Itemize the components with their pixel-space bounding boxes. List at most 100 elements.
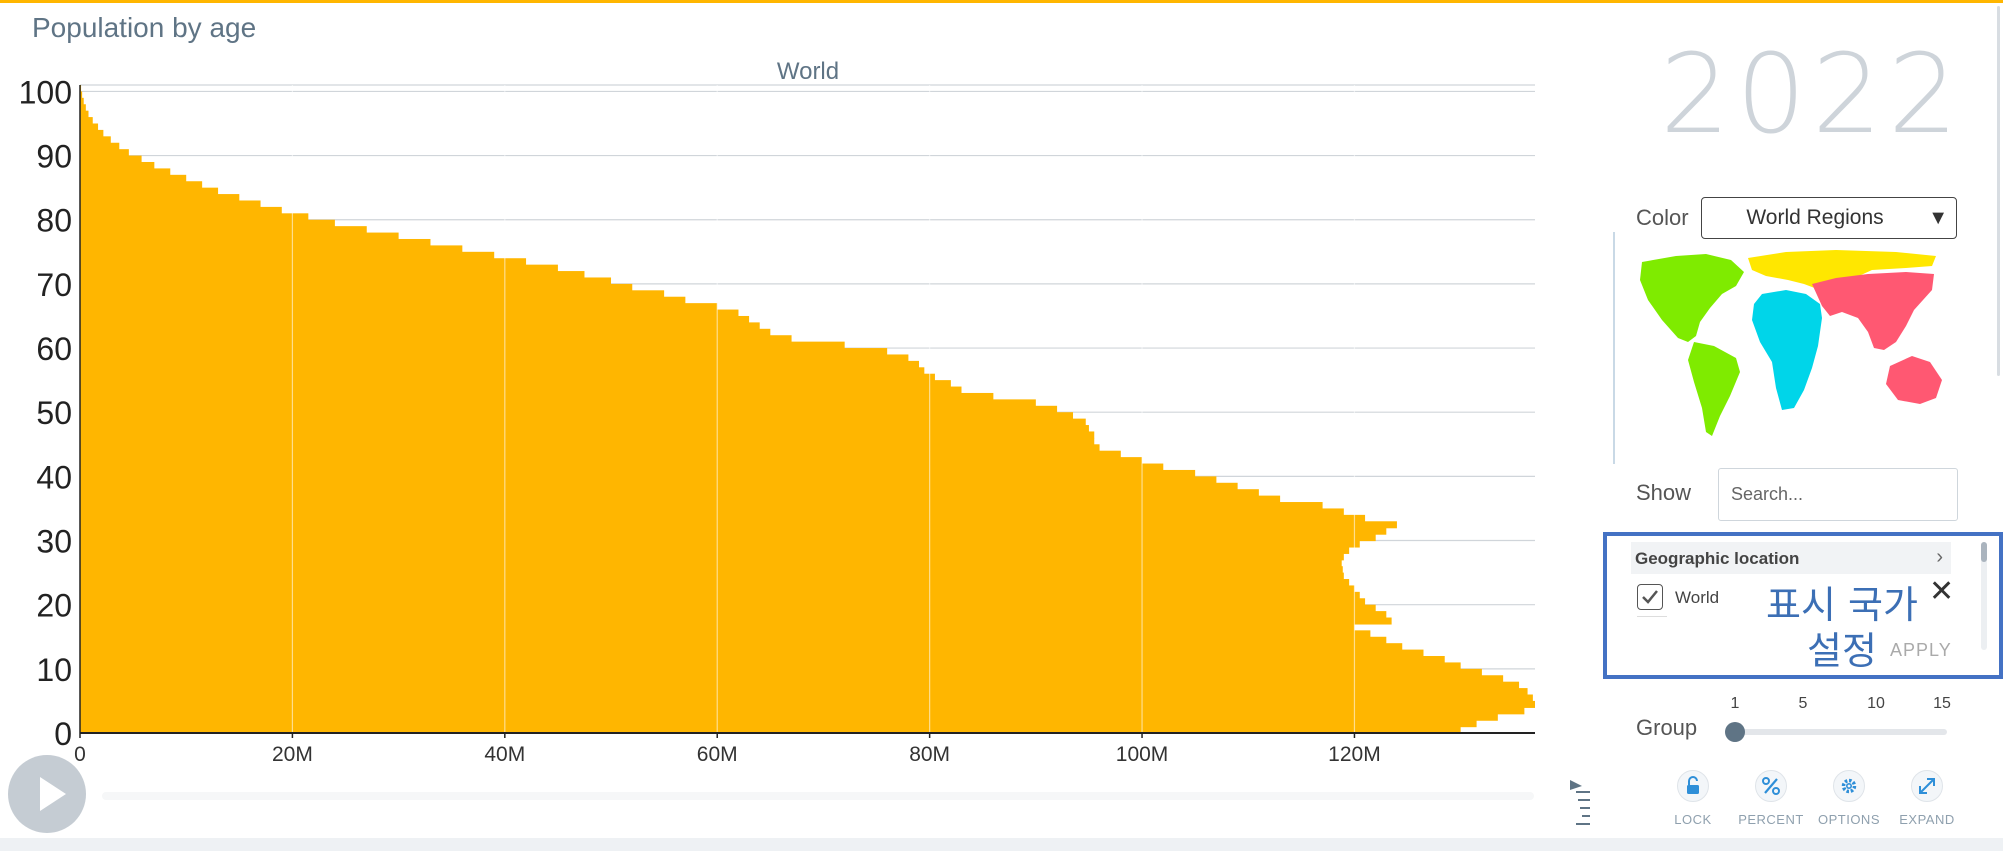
geographic-location-header[interactable]: Geographic location › [1631,542,1951,574]
age-bar[interactable] [80,579,1350,587]
color-dropdown[interactable]: World Regions ▼ [1701,197,1957,239]
age-bar[interactable] [80,251,495,259]
age-bar[interactable] [80,232,399,240]
age-bar[interactable] [80,258,527,266]
age-bar[interactable] [80,149,129,157]
age-bar[interactable] [80,418,1086,426]
group-slider-handle[interactable] [1725,722,1745,742]
age-bar[interactable] [80,161,155,170]
age-bar[interactable] [80,97,84,105]
age-bar[interactable] [80,636,1387,644]
age-bar[interactable] [80,399,1036,407]
age-bar[interactable] [80,662,1461,670]
age-bar[interactable] [80,206,282,214]
age-bar[interactable] [80,469,1196,477]
age-bar[interactable] [80,392,994,400]
age-bar[interactable] [80,194,240,202]
age-bar[interactable] [80,335,792,343]
age-bar[interactable] [80,187,219,195]
age-bar[interactable] [80,656,1445,664]
age-bar[interactable] [80,514,1366,522]
age-bar[interactable] [80,213,309,221]
age-bar[interactable] [80,238,431,246]
age-bar[interactable] [80,476,1217,484]
world-regions-map[interactable] [1636,250,1956,440]
age-bar[interactable] [80,303,718,311]
age-bar[interactable] [80,341,845,349]
age-bar[interactable] [80,219,335,227]
age-bar[interactable] [80,181,203,189]
age-bar[interactable] [80,463,1164,471]
age-bar[interactable] [80,489,1259,497]
age-bar[interactable] [80,566,1343,574]
world-checkbox[interactable] [1637,584,1663,610]
age-bar[interactable] [80,367,925,375]
age-bar[interactable] [80,688,1528,696]
age-bar[interactable] [80,431,1095,439]
age-bar[interactable] [80,707,1525,715]
age-bar[interactable] [80,322,760,330]
age-bar[interactable] [80,348,888,356]
age-bar[interactable] [80,271,585,279]
age-bar[interactable] [80,245,463,253]
age-bar[interactable] [80,200,261,208]
age-bar[interactable] [80,386,962,394]
age-bar[interactable] [80,713,1498,721]
age-bar[interactable] [80,502,1323,510]
age-bar[interactable] [80,174,187,182]
age-bar[interactable] [80,226,367,234]
age-bar[interactable] [80,649,1424,657]
age-bar[interactable] [80,136,111,144]
age-bar[interactable] [80,598,1366,606]
age-bar[interactable] [80,534,1376,542]
age-bar[interactable] [80,110,89,118]
lock-button[interactable]: LOCK [1658,770,1728,827]
expand-button[interactable]: EXPAND [1892,770,1962,827]
age-bar[interactable] [80,482,1238,490]
age-bar[interactable] [80,495,1281,503]
age-bar[interactable] [80,630,1371,638]
list-scrollbar[interactable] [1981,542,1987,650]
age-bar[interactable] [80,559,1342,567]
age-bar[interactable] [80,412,1074,420]
age-bar[interactable] [80,546,1350,554]
age-bar[interactable] [80,123,99,131]
list-scrollbar-thumb[interactable] [1981,542,1987,562]
age-bar[interactable] [80,720,1477,728]
time-slider[interactable] [102,792,1534,800]
age-bar[interactable] [80,405,1058,413]
age-bar[interactable] [80,129,104,137]
age-bar[interactable] [80,290,665,298]
age-bar[interactable] [80,604,1376,612]
age-bar[interactable] [80,726,1461,734]
age-bar[interactable] [80,675,1504,683]
age-bar[interactable] [80,142,120,150]
age-bar[interactable] [80,328,771,336]
age-bar[interactable] [80,450,1121,458]
age-bar[interactable] [80,373,935,381]
age-bar[interactable] [80,508,1344,516]
play-button[interactable] [8,755,86,833]
age-bar[interactable] [80,521,1397,529]
age-bar[interactable] [80,437,1095,445]
age-bar[interactable] [80,296,686,304]
age-bar[interactable] [80,380,951,388]
age-bar[interactable] [80,168,171,176]
age-bar[interactable] [80,611,1387,619]
page-scrollbar[interactable] [1997,6,2000,376]
percent-button[interactable]: PERCENT [1736,770,1806,827]
age-bar[interactable] [80,104,86,112]
search-input[interactable] [1718,468,1958,521]
apply-button[interactable]: APPLY [1890,640,1952,660]
age-bar[interactable] [80,309,739,317]
age-bar[interactable] [80,117,93,125]
age-bar[interactable] [80,283,633,291]
age-bar[interactable] [80,457,1143,465]
age-bar[interactable] [80,527,1387,535]
age-bar[interactable] [80,540,1360,548]
age-bar[interactable] [80,553,1344,561]
age-bar[interactable] [80,91,83,99]
age-bar[interactable] [80,694,1533,702]
sidebar-toggle-icon[interactable] [1568,778,1592,831]
options-button[interactable]: OPTIONS [1814,770,1884,827]
